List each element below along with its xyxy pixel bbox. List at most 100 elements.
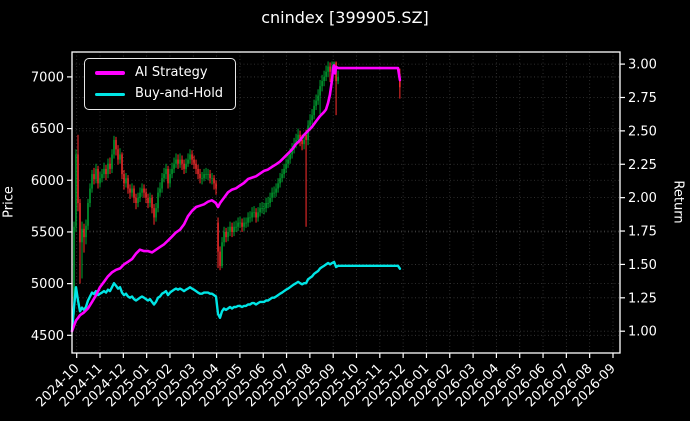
candle-body [119, 154, 121, 160]
return-tick-label: 1.25 [628, 291, 657, 306]
candle-body [191, 154, 193, 160]
candle-body [307, 125, 309, 140]
candle-body [73, 226, 75, 315]
candle-body [217, 222, 219, 252]
candle-body [305, 134, 307, 140]
candle-body [165, 168, 167, 175]
candle-body [301, 139, 303, 145]
candle-body [313, 105, 315, 116]
candle-body [273, 192, 275, 194]
candle-body [213, 178, 215, 184]
candle-body [229, 226, 231, 232]
legend-label-buy-and-hold: Buy-and-Hold [135, 86, 224, 102]
candle-body [123, 174, 125, 184]
candle-body [323, 76, 325, 82]
candle-body [131, 188, 133, 193]
candle-body [181, 159, 183, 164]
return-tick-label: 2.50 [628, 124, 657, 139]
candle-body [155, 208, 157, 218]
ai-strategy-line-swatch [95, 71, 125, 75]
candle-body [265, 203, 267, 209]
return-tick-label: 3.00 [628, 58, 657, 73]
candle-body [189, 154, 191, 160]
candle-body [115, 139, 117, 150]
candle-body [281, 174, 283, 179]
candle-body [201, 178, 203, 180]
candle-body [125, 178, 127, 184]
candle-body [185, 163, 187, 169]
candle-body [139, 192, 141, 198]
candle-body [237, 222, 239, 227]
candle-body [249, 217, 251, 219]
candle-body [199, 174, 201, 179]
candle-body [83, 228, 85, 238]
candle-body [221, 242, 223, 267]
candle-body [255, 212, 257, 218]
candle-body [171, 168, 173, 175]
candle-body [81, 228, 83, 243]
candle-body [137, 197, 139, 204]
candle-body [97, 168, 99, 184]
candle-body [85, 225, 87, 238]
candle-body [291, 149, 293, 155]
candle-body [177, 159, 179, 164]
candle-body [251, 212, 253, 218]
candle-body [197, 168, 199, 175]
candle-body [89, 188, 91, 204]
candle-body [231, 226, 233, 232]
candle-body [227, 231, 229, 238]
candle-body [327, 66, 329, 72]
candle-body [153, 208, 155, 218]
candle-body [269, 197, 271, 204]
candle-body [95, 168, 97, 180]
candle-body [299, 134, 301, 140]
candle-body [77, 154, 79, 204]
return-tick-label: 2.00 [628, 191, 657, 206]
legend-item-buy-and-hold: Buy-and-Hold [95, 86, 224, 102]
candle-body [141, 188, 143, 193]
price-tick-label: 7000 [31, 70, 64, 85]
price-tick-label: 6000 [31, 174, 64, 189]
candle-body [253, 212, 255, 214]
candle-body [275, 188, 277, 193]
candle-body [99, 178, 101, 184]
candle-body [325, 71, 327, 77]
candle-body [117, 149, 119, 160]
candle-body [259, 208, 261, 213]
candle-body [319, 86, 321, 96]
candle-body [223, 231, 225, 243]
candle-body [121, 154, 123, 175]
candle-body [295, 139, 297, 145]
candle-body [263, 208, 265, 209]
candle-body [149, 197, 151, 204]
candle-body [279, 178, 281, 184]
candle-body [147, 197, 149, 204]
candle-body [257, 212, 259, 218]
candle-body [283, 168, 285, 175]
chart-title: cnindex [399905.SZ] [261, 8, 429, 27]
candle-body [309, 120, 311, 126]
candle-body [157, 192, 159, 209]
candle-body [303, 139, 305, 145]
candle-body [193, 159, 195, 164]
candle-body [277, 183, 279, 189]
candle-body [109, 163, 111, 169]
candle-body [151, 197, 153, 209]
buy-and-hold-line [70, 260, 402, 333]
candle-body [245, 222, 247, 224]
return-axis-label: Return [670, 180, 686, 224]
price-tick-label: 5500 [31, 225, 64, 240]
return-tick-label: 1.00 [628, 325, 657, 340]
candle-body [161, 178, 163, 189]
candle-body [107, 163, 109, 175]
candle-body [169, 174, 171, 184]
candle-body [321, 81, 323, 87]
candle-body [203, 174, 205, 179]
candle-body [113, 139, 115, 155]
candle-body [289, 154, 291, 160]
return-tick-label: 1.75 [628, 225, 657, 240]
candle-body [329, 66, 331, 72]
candle-body [315, 100, 317, 106]
candle-body [287, 159, 289, 164]
